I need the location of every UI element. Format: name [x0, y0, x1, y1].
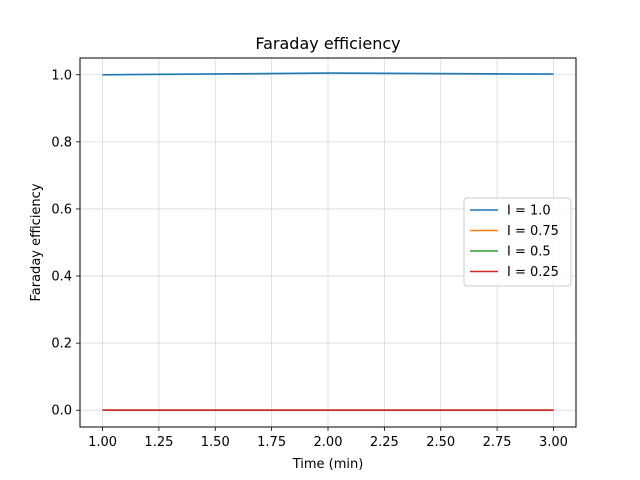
y-tick-label: 0.2	[51, 337, 72, 352]
x-tick-label: 3.00	[539, 435, 568, 450]
series-lines	[102, 72, 554, 412]
x-tick-label: 1.00	[88, 435, 117, 450]
x-tick-label: 2.75	[483, 435, 512, 450]
x-tick-label: 1.50	[201, 435, 230, 450]
legend-label: I = 0.25	[507, 265, 559, 280]
legend-label: I = 0.75	[507, 224, 559, 239]
chart-title: Faraday efficiency	[255, 34, 400, 53]
x-axis: 1.00 1.25 1.50 1.75 2.00 2.25 2.50 2.75 3.00	[88, 427, 568, 450]
series-line-1	[102, 72, 554, 76]
y-tick-label: 0.4	[51, 270, 72, 285]
x-tick-label: 1.75	[257, 435, 286, 450]
y-tick-label: 0.0	[51, 404, 72, 419]
legend-box	[463, 197, 572, 287]
y-tick-label: 0.6	[51, 202, 72, 217]
x-tick-label: 2.00	[314, 435, 343, 450]
y-tick-label: 0.8	[51, 135, 72, 150]
x-tick-label: 1.25	[144, 435, 173, 450]
legend-label: I = 1.0	[507, 204, 551, 219]
legend-label: I = 0.5	[507, 245, 551, 260]
x-axis-label: Time (min)	[292, 457, 364, 472]
y-axis-label: Faraday efficiency	[29, 183, 44, 301]
y-tick-label: 1.0	[51, 68, 72, 83]
legend: I = 1.0 I = 0.75 I = 0.5 I = 0.25	[463, 197, 572, 287]
x-tick-label: 2.50	[426, 435, 455, 450]
x-tick-label: 2.25	[370, 435, 399, 450]
y-axis: 0.0 0.2 0.4 0.6 0.8 1.0	[51, 68, 80, 419]
